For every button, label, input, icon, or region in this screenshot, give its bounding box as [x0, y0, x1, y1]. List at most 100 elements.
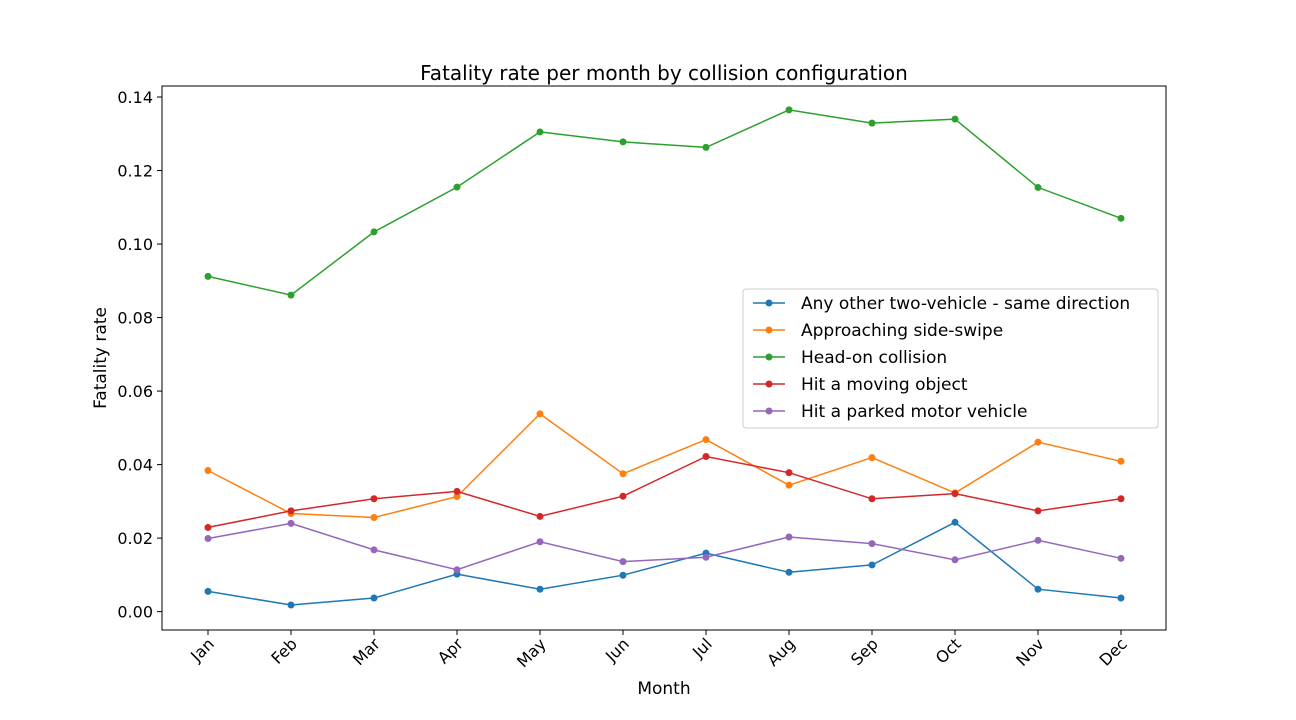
data-point — [619, 470, 627, 478]
data-point — [1034, 536, 1042, 544]
legend-label: Head-on collision — [801, 348, 947, 368]
legend-label: Any other two-vehicle - same direction — [801, 294, 1130, 314]
x-axis: Jan Feb Mar Apr May Jun Jul Aug Sep Oct Nov Dec — [186, 630, 1131, 671]
legend-swatch-marker — [765, 326, 773, 334]
data-point — [536, 512, 544, 520]
data-point — [785, 469, 793, 477]
x-tick-label: Jan — [186, 634, 218, 666]
data-point — [785, 533, 793, 541]
x-tick-label: Jul — [688, 634, 716, 662]
data-point — [1034, 585, 1042, 593]
data-point — [785, 481, 793, 489]
y-tick-label: 0.12 — [117, 162, 153, 181]
legend-swatch-marker — [765, 407, 773, 415]
series-1 — [204, 410, 1125, 522]
data-point — [204, 587, 212, 595]
data-point — [951, 115, 959, 123]
data-point — [868, 454, 876, 462]
data-point — [702, 453, 710, 461]
series-line — [207, 521, 1122, 606]
data-point — [1117, 554, 1125, 562]
series-0 — [204, 518, 1125, 609]
data-point — [619, 138, 627, 146]
y-axis-title: Fatality rate — [91, 307, 111, 409]
legend-label: Hit a parked motor vehicle — [801, 402, 1027, 422]
data-point — [287, 519, 295, 527]
series-line — [207, 522, 1122, 571]
x-tick-label: Aug — [763, 634, 799, 670]
data-point — [702, 436, 710, 444]
series-4 — [204, 519, 1125, 574]
data-point — [287, 601, 295, 609]
data-point — [619, 558, 627, 566]
x-tick-label: Nov — [1012, 634, 1048, 670]
x-tick-label: Jun — [601, 634, 633, 666]
data-point — [951, 556, 959, 564]
data-point — [1117, 594, 1125, 602]
y-tick-label: 0.04 — [117, 456, 153, 475]
legend-label: Hit a moving object — [801, 375, 968, 395]
data-point — [370, 546, 378, 554]
data-point — [619, 571, 627, 579]
data-point — [536, 538, 544, 546]
data-point — [453, 487, 461, 495]
data-point — [868, 561, 876, 569]
data-point — [204, 272, 212, 280]
legend-item: Hit a moving object — [753, 375, 968, 395]
plot-area — [161, 85, 1167, 631]
x-tick-label: Mar — [349, 634, 384, 669]
data-point — [370, 594, 378, 602]
data-point — [702, 553, 710, 561]
data-point — [951, 490, 959, 498]
data-point — [453, 493, 461, 501]
y-tick-label: 0.08 — [117, 309, 153, 328]
data-point — [619, 492, 627, 500]
data-point — [1117, 457, 1125, 465]
data-point — [1034, 507, 1042, 515]
y-tick-label: 0.10 — [117, 235, 153, 254]
data-point — [204, 523, 212, 531]
data-point — [868, 540, 876, 548]
data-point — [1034, 183, 1042, 191]
series-line — [207, 455, 1122, 529]
data-point — [536, 410, 544, 418]
legend-label: Approaching side-swipe — [801, 321, 1003, 341]
legend-swatch-marker — [765, 380, 773, 388]
data-point — [370, 514, 378, 522]
data-point — [287, 291, 295, 299]
legend: Any other two-vehicle - same direction Ap… — [742, 288, 1159, 429]
series-3 — [204, 453, 1125, 531]
data-point — [204, 534, 212, 542]
data-point — [1117, 495, 1125, 503]
legend-swatch-marker — [765, 299, 773, 307]
y-axis: 0.00 0.02 0.04 0.06 0.08 0.10 0.12 0.14 — [117, 88, 162, 622]
data-point — [785, 106, 793, 114]
data-point — [1034, 438, 1042, 446]
series-layer — [204, 106, 1125, 609]
series-2 — [204, 106, 1125, 299]
data-point — [287, 507, 295, 515]
legend-frame — [742, 288, 1159, 429]
data-point — [370, 228, 378, 236]
legend-item: Approaching side-swipe — [753, 321, 1003, 341]
legend-swatch-marker — [765, 353, 773, 361]
x-tick-label: Apr — [434, 634, 467, 667]
series-line — [207, 109, 1122, 296]
legend-item: Any other two-vehicle - same direction — [753, 294, 1130, 314]
x-tick-label: Dec — [1095, 634, 1130, 669]
data-point — [1117, 214, 1125, 222]
y-tick-label: 0.00 — [117, 603, 153, 622]
legend-item: Hit a parked motor vehicle — [753, 402, 1027, 422]
data-point — [868, 495, 876, 503]
data-point — [868, 119, 876, 127]
data-point — [453, 183, 461, 191]
y-tick-label: 0.14 — [117, 88, 153, 107]
x-tick-label: Oct — [932, 634, 965, 667]
data-point — [536, 585, 544, 593]
legend-item: Head-on collision — [753, 348, 947, 368]
data-point — [785, 568, 793, 576]
data-point — [453, 566, 461, 574]
data-point — [702, 143, 710, 151]
chart-title: Fatality rate per month by collision con… — [420, 61, 908, 85]
